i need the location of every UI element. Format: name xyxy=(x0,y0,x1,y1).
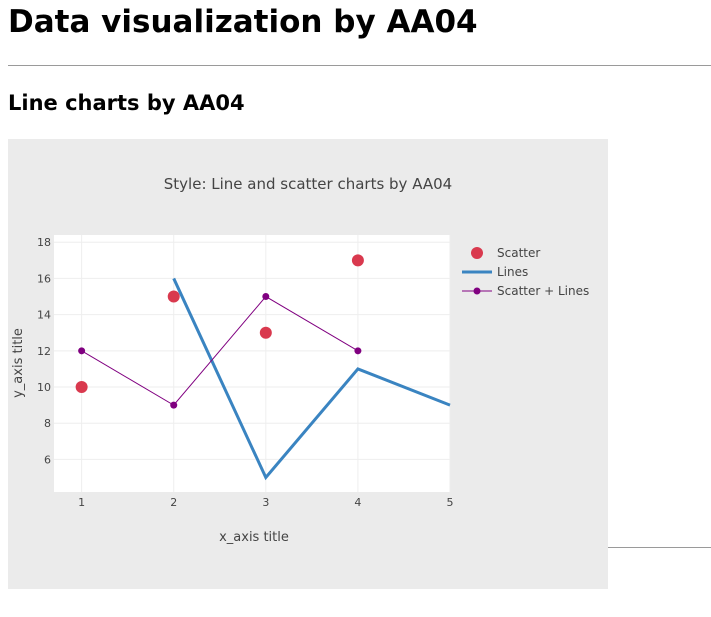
legend-label: Scatter xyxy=(497,246,540,260)
legend: Scatter Lines Scatter + Lines xyxy=(462,246,589,298)
data-point xyxy=(262,293,270,301)
legend-label: Scatter + Lines xyxy=(497,284,589,298)
legend-marker xyxy=(473,287,481,295)
chart-panel: 1 2 3 4 5 6 8 10 12 14 16 18 Style: Line and scatte… xyxy=(8,139,608,589)
series-line xyxy=(81,295,359,406)
bottom-divider xyxy=(600,547,711,548)
data-point xyxy=(259,326,272,339)
series-line xyxy=(172,277,451,481)
y-tick-label: 14 xyxy=(37,309,51,322)
legend-label: Lines xyxy=(497,265,528,279)
x-tick-label: 2 xyxy=(170,496,177,509)
x-tick-label: 3 xyxy=(262,496,269,509)
gridlines xyxy=(54,235,451,492)
data-point xyxy=(78,347,86,355)
x-tick-label: 1 xyxy=(78,496,85,509)
y-tick-label: 6 xyxy=(44,453,51,466)
x-tick-label: 4 xyxy=(354,496,361,509)
data-point xyxy=(354,347,362,355)
data-point xyxy=(351,254,364,267)
plot-area xyxy=(54,235,450,492)
legend-marker xyxy=(471,247,483,259)
y-axis-label: y_axis title xyxy=(11,328,26,398)
y-tick-label: 16 xyxy=(37,272,51,285)
x-tick-label: 5 xyxy=(447,496,454,509)
data-point xyxy=(170,401,178,409)
data-point xyxy=(167,290,180,303)
page-title: Data visualization by AA04 xyxy=(8,4,478,40)
chart-title: Style: Line and scatter charts by AA04 xyxy=(164,175,452,193)
top-divider xyxy=(8,65,711,66)
y-tick-label: 12 xyxy=(37,345,51,358)
data-point xyxy=(75,381,88,394)
section-heading: Line charts by AA04 xyxy=(8,91,245,115)
data-series xyxy=(75,254,451,481)
x-axis-label: x_axis title xyxy=(219,530,289,545)
y-tick-label: 10 xyxy=(37,381,51,394)
y-tick-label: 8 xyxy=(44,417,51,430)
y-tick-label: 18 xyxy=(37,236,51,249)
